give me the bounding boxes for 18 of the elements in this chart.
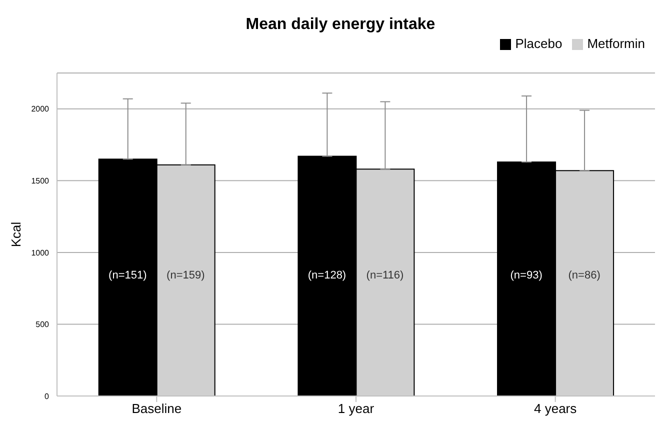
annotation: (n=86) (568, 269, 600, 282)
x-tick-label: Baseline (132, 401, 182, 416)
chart-title: Mean daily energy intake (244, 16, 436, 34)
y-tick-label: 0 (44, 392, 50, 401)
y-axis-title: Kcal (8, 222, 24, 248)
y-tick-label: 1000 (31, 248, 50, 258)
legend-label: Placebo (515, 36, 562, 51)
y-tick-label: 500 (36, 320, 50, 330)
x-tick-label: 1 year (338, 401, 375, 416)
annotation: (n=159) (166, 269, 205, 282)
annotation: (n=128) (308, 269, 346, 282)
annotation: (n=151) (108, 269, 147, 282)
y-tick-label: 2000 (31, 104, 50, 114)
x-tick-label: 4 years (534, 401, 578, 416)
annotation: (n=93) (510, 269, 542, 282)
legend-label: Metformin (587, 36, 645, 51)
annotation: (n=116) (366, 269, 404, 282)
y-tick-label: 1500 (31, 176, 50, 186)
